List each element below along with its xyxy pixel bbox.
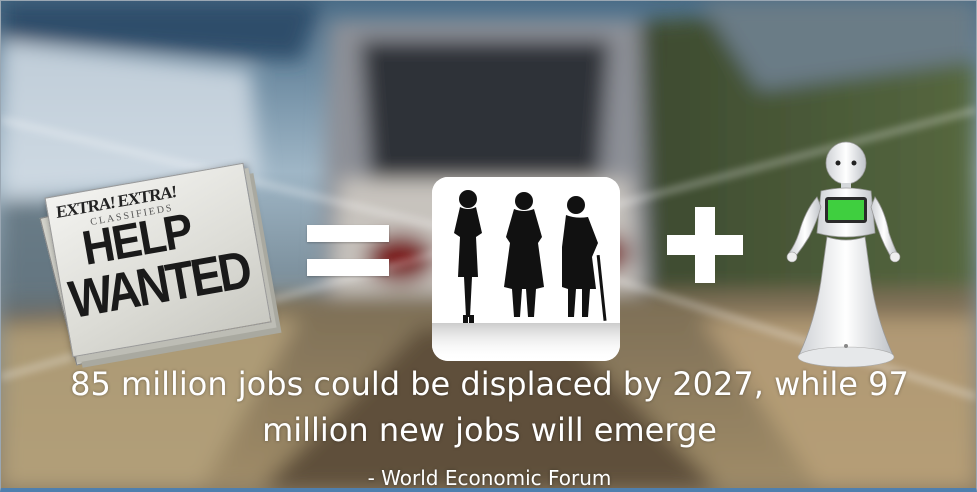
caption-line-1: 85 million jobs could be displaced by 20… xyxy=(70,365,909,403)
statistic-caption: 85 million jobs could be displaced by 20… xyxy=(1,361,976,453)
plus-sign-icon xyxy=(667,207,743,283)
newspaper-front-page: EXTRA! EXTRA! CLASSIFIEDS HELP WANTED xyxy=(44,162,272,358)
equals-sign-icon xyxy=(307,223,389,277)
people-silhouettes-icon xyxy=(432,177,620,361)
humanoid-robot-icon xyxy=(781,141,911,373)
caption-line-2: million new jobs will emerge xyxy=(262,411,717,449)
help-wanted-newspaper: EXTRA! EXTRA! CLASSIFIEDS HELP WANTED xyxy=(39,159,279,366)
caption-attribution: - World Economic Forum xyxy=(367,466,612,490)
